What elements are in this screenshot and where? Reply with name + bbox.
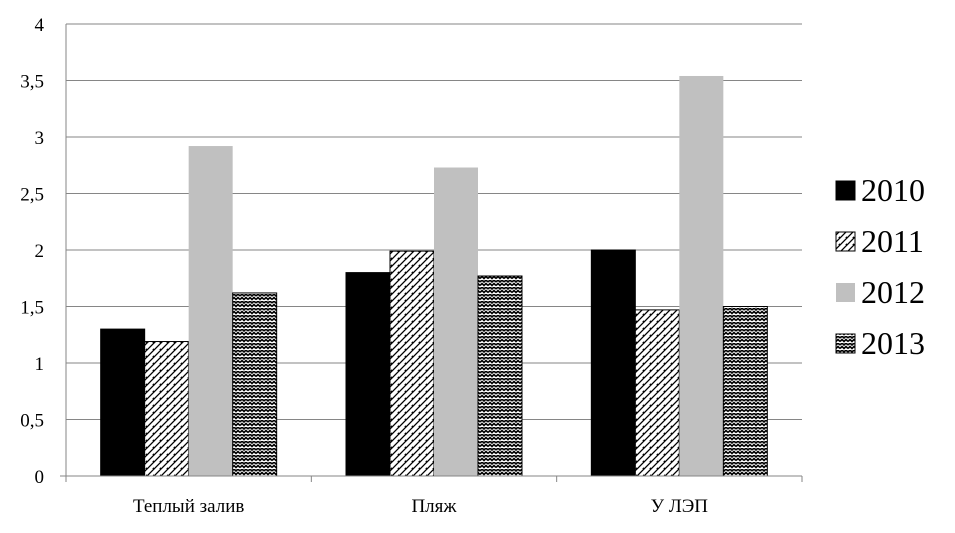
category-labels: Теплый залив Пляж У ЛЭП (133, 496, 708, 517)
bar-2010-1 (100, 328, 146, 477)
legend-label-2011: 2011 (861, 223, 924, 259)
bar-2011-3 (634, 309, 680, 477)
y-tick-label: 1,5 (20, 298, 44, 319)
category-label: Пляж (411, 496, 457, 517)
y-tick-label: 4 (35, 15, 45, 36)
bar-2012-1 (188, 146, 233, 477)
bar-2010-3 (590, 249, 636, 477)
legend-swatch-2011 (835, 231, 856, 252)
y-tick-label: 3 (35, 128, 45, 149)
bar-2013-2 (477, 275, 523, 477)
bar-2013-1 (232, 292, 278, 477)
bar-2012-2 (434, 167, 478, 476)
legend-swatch-2013 (835, 333, 856, 354)
axes (60, 24, 803, 482)
bars (100, 75, 768, 477)
legend-label-2012: 2012 (861, 274, 925, 310)
bar-2013-3 (722, 306, 768, 477)
y-tick-labels: 0 0,5 1 1,5 2 2,5 3 3,5 4 (20, 15, 44, 488)
bar-2012-3 (679, 75, 724, 476)
legend-label-2013: 2013 (861, 325, 925, 361)
y-tick-label: 1 (35, 354, 45, 375)
category-label: У ЛЭП (651, 496, 709, 517)
legend: 2010 2011 2012 2013 (835, 172, 925, 361)
y-tick-label: 2 (35, 241, 45, 262)
legend-label-2010: 2010 (861, 172, 925, 208)
bar-2011-1 (144, 341, 190, 477)
legend-swatch-2012 (836, 283, 855, 302)
y-tick-label: 0,5 (20, 411, 44, 432)
y-tick-label: 3,5 (20, 72, 44, 93)
bar-2011-2 (389, 250, 435, 477)
y-tick-label: 0 (35, 467, 45, 488)
bar-2010-2 (345, 272, 391, 477)
category-label: Теплый залив (133, 496, 244, 517)
legend-swatch-2010 (835, 180, 856, 201)
y-tick-label: 2,5 (20, 185, 44, 206)
